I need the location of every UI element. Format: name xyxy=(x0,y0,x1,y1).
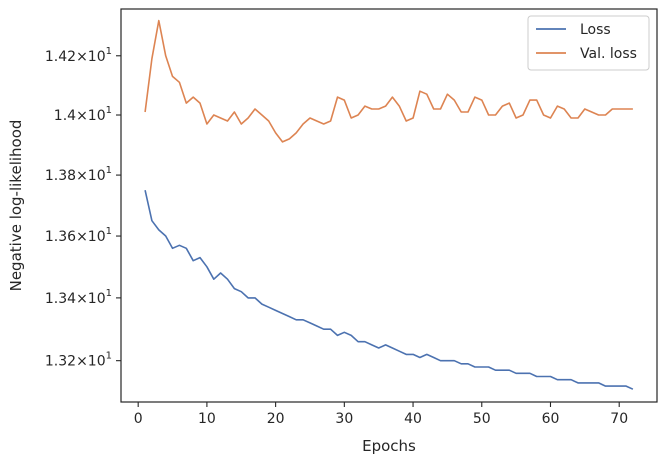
legend-label-val-loss: Val. loss xyxy=(580,46,637,62)
y-tick-label: 1.42×101 xyxy=(45,46,112,65)
y-tick-mantissa: 1.32 xyxy=(45,354,76,370)
y-tick-times: × xyxy=(76,354,88,370)
y-tick-base: 10 xyxy=(88,291,106,307)
y-tick-label: 1.4×101 xyxy=(54,105,112,124)
series-line-val-loss xyxy=(144,19,633,143)
y-tick-base: 10 xyxy=(88,354,106,370)
plot-frame xyxy=(120,8,658,403)
series-lines xyxy=(144,19,634,390)
y-axis-title: Negative log-likelihood xyxy=(7,120,25,292)
y-tick-exp: 1 xyxy=(106,105,112,116)
x-tick-label: 70 xyxy=(610,411,628,427)
y-tick-mantissa: 1.36 xyxy=(45,229,76,245)
y-tick-mantissa: 1.38 xyxy=(45,168,76,184)
plot-background xyxy=(121,9,657,402)
x-tick-label: 20 xyxy=(267,411,285,427)
x-tick-label: 0 xyxy=(134,411,143,427)
x-ticks: 0 10 20 30 40 50 60 70 xyxy=(134,402,628,427)
y-tick-mantissa: 1.4 xyxy=(54,108,76,124)
y-ticks: 1.32×1011.34×1011.36×1011.38×1011.4×1011… xyxy=(45,46,121,370)
y-tick-exp: 1 xyxy=(106,165,112,176)
y-tick-times: × xyxy=(76,168,88,184)
x-tick-label: 30 xyxy=(335,411,353,427)
y-tick-base: 10 xyxy=(88,168,106,184)
y-tick-exp: 1 xyxy=(106,226,112,237)
y-tick-mantissa: 1.42 xyxy=(45,49,76,65)
x-tick-label: 40 xyxy=(404,411,422,427)
y-tick-mantissa: 1.34 xyxy=(45,291,76,307)
y-tick-label: 1.38×101 xyxy=(45,165,112,184)
y-tick-label: 1.34×101 xyxy=(45,288,112,307)
y-tick-exp: 1 xyxy=(106,351,112,362)
y-tick-exp: 1 xyxy=(106,46,112,57)
y-tick-times: × xyxy=(76,108,88,124)
y-tick-base: 10 xyxy=(88,229,106,245)
y-tick-label: 1.32×101 xyxy=(45,351,112,370)
x-axis-title: Epochs xyxy=(362,437,416,455)
series-line-loss xyxy=(144,190,634,390)
x-tick-label: 10 xyxy=(198,411,216,427)
y-tick-times: × xyxy=(76,229,88,245)
x-tick-label: 60 xyxy=(542,411,560,427)
legend-label-loss: Loss xyxy=(580,22,611,38)
y-tick-times: × xyxy=(76,291,88,307)
y-tick-times: × xyxy=(76,49,88,65)
y-tick-exp: 1 xyxy=(106,288,112,299)
y-tick-base: 10 xyxy=(88,108,106,124)
y-tick-label: 1.36×101 xyxy=(45,226,112,245)
x-tick-label: 50 xyxy=(473,411,491,427)
y-tick-base: 10 xyxy=(88,49,106,65)
legend: Loss Val. loss xyxy=(527,15,650,71)
